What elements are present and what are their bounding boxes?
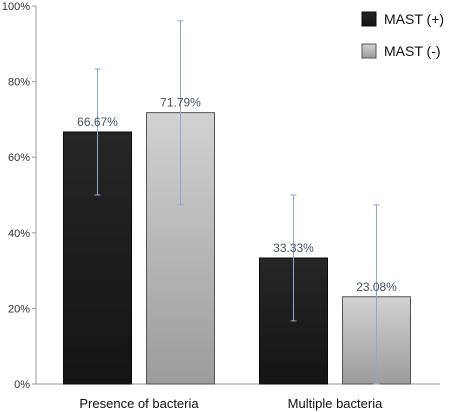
data-label: 71.79% <box>160 96 201 110</box>
legend-label: MAST (+) <box>384 11 444 27</box>
error-bars <box>94 20 380 385</box>
data-labels: 66.67% 71.79% 33.33% 23.08% <box>77 96 397 294</box>
legend-label: MAST (-) <box>384 43 441 59</box>
y-tick-label: 100% <box>2 1 30 13</box>
x-category-label: Multiple bacteria <box>288 396 383 411</box>
bars <box>63 112 411 385</box>
legend-swatch <box>361 43 377 59</box>
data-label: 33.33% <box>273 241 314 255</box>
y-tick-label: 40% <box>8 228 30 240</box>
y-tick-label: 80% <box>8 77 30 89</box>
x-category-label: Presence of bacteria <box>79 396 199 411</box>
y-tick-label: 0% <box>14 379 30 391</box>
y-tick-label: 20% <box>8 303 30 315</box>
data-label: 66.67% <box>77 115 118 129</box>
data-label: 23.08% <box>356 280 397 294</box>
y-tick-label: 60% <box>8 152 30 164</box>
legend: MAST (+) MAST (-) <box>361 11 444 59</box>
legend-swatch <box>361 11 377 27</box>
